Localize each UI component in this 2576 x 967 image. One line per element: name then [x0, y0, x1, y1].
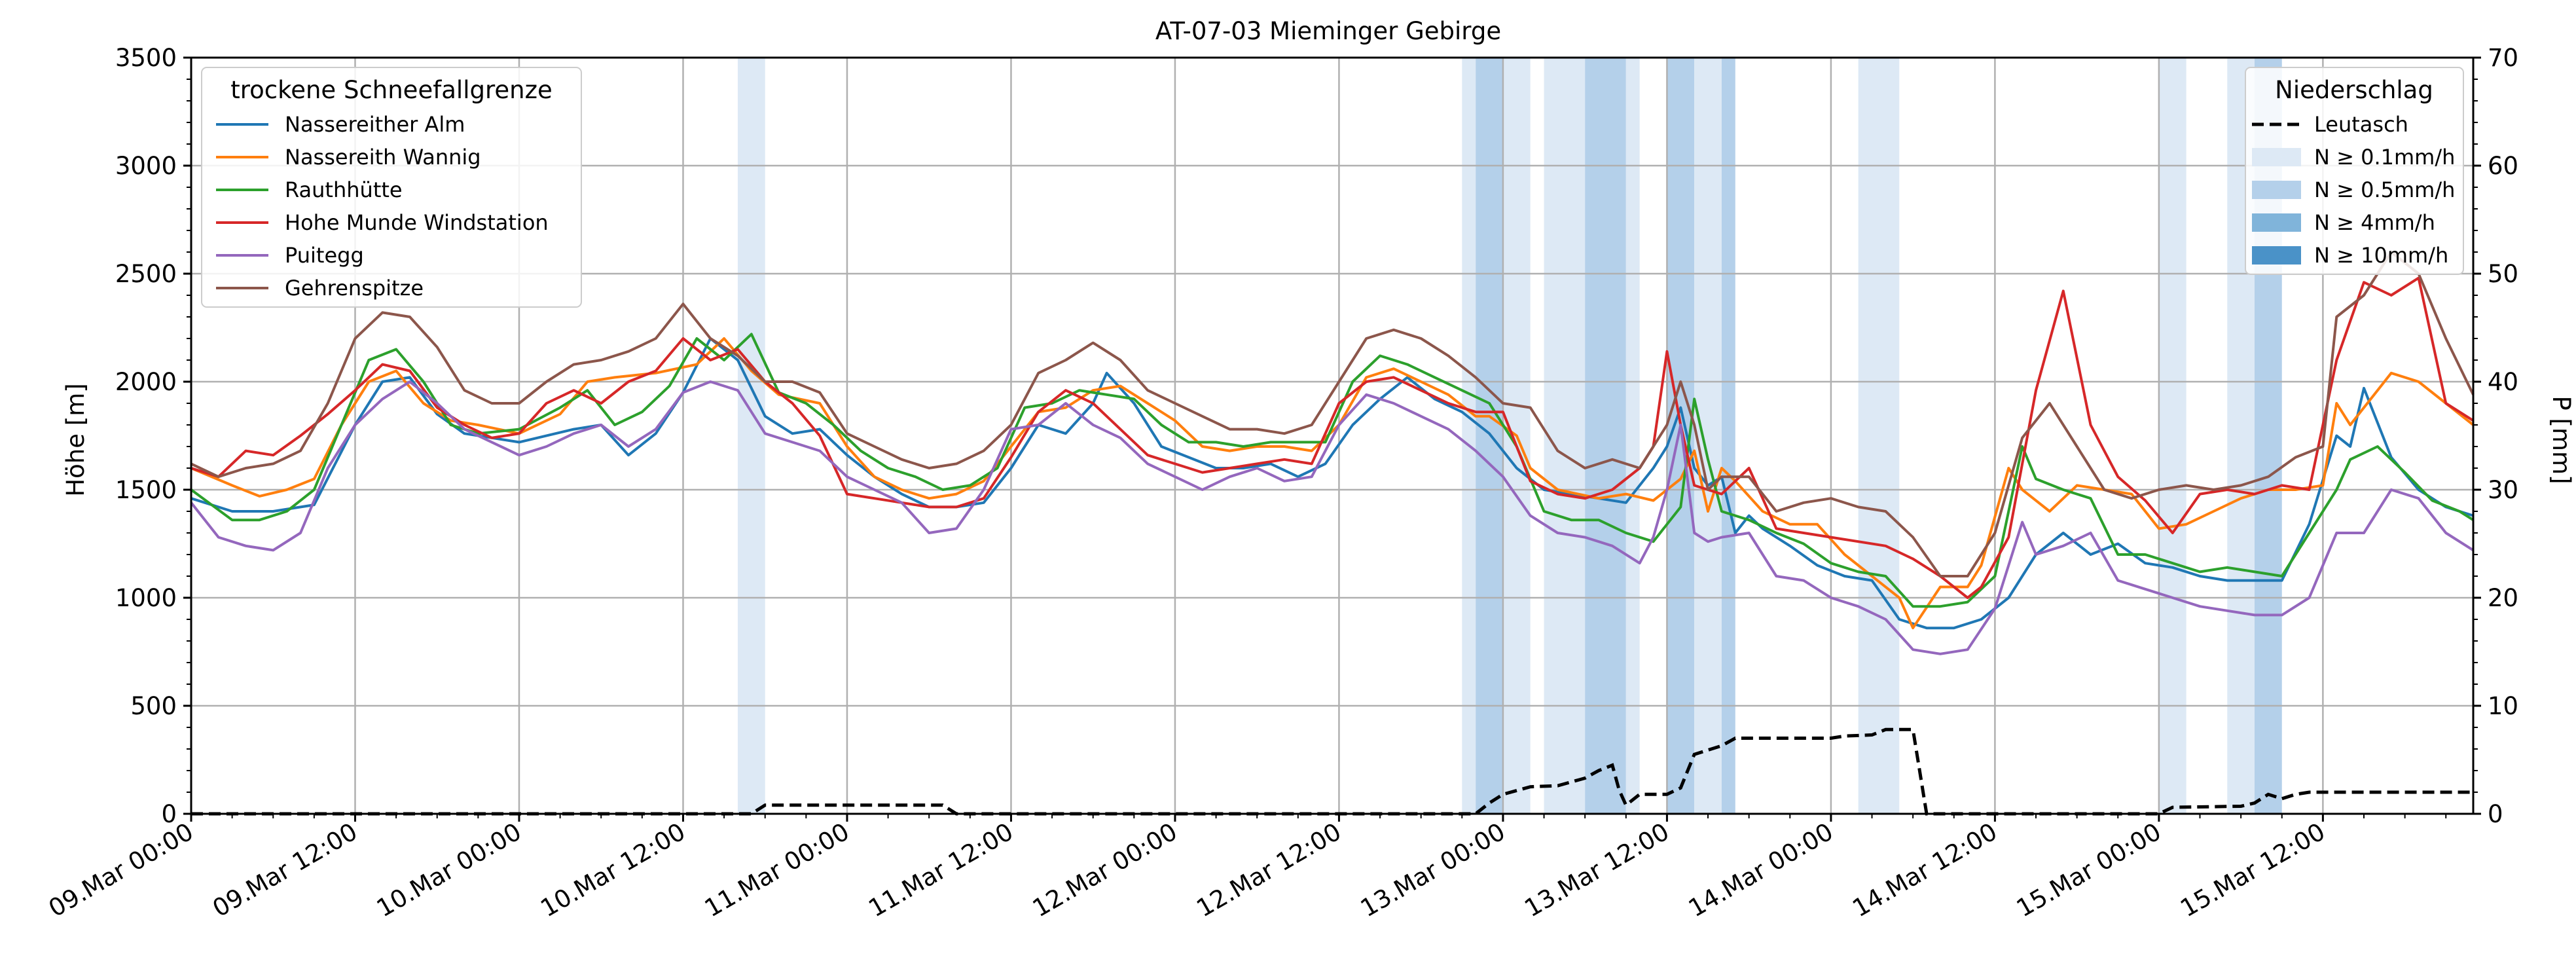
- precip-band: [1721, 58, 1735, 814]
- legend-label: N ≥ 0.5mm/h: [2314, 177, 2455, 202]
- y2-tick-label: 70: [2488, 44, 2518, 72]
- plot-frame: [190, 56, 2475, 815]
- series-line-2: [190, 333, 2475, 608]
- y2-tick-label: 30: [2488, 476, 2518, 504]
- x-tick-label: 12.Mar 12:00: [1191, 818, 1345, 923]
- legend-label: N ≥ 10mm/h: [2314, 243, 2448, 268]
- y-tick-label: 1500: [115, 476, 177, 504]
- precip-band: [2158, 58, 2186, 814]
- x-tick-label: 09.Mar 00:00: [44, 818, 198, 923]
- y-tick-label: 3000: [115, 152, 177, 180]
- y2-tick-label: 0: [2488, 800, 2503, 828]
- y2-tick-label: 20: [2488, 584, 2518, 612]
- precip-band: [1476, 58, 1503, 814]
- legend-swatch-level-0: [2252, 148, 2301, 166]
- precipitation-legend: Niederschlag Leutasch N ≥ 0.1mm/h N ≥ 0.5mm…: [2245, 67, 2464, 275]
- legend-title: trockene Schneefallgrenze: [230, 76, 553, 104]
- x-tick-label: 13.Mar 12:00: [1519, 818, 1673, 923]
- legend-label: Nassereith Wannig: [285, 145, 481, 170]
- legend-label: Puitegg: [285, 243, 364, 268]
- series-lines: [190, 251, 2475, 655]
- y-tick-label: 3500: [115, 44, 177, 72]
- series-line-3: [190, 276, 2475, 599]
- precip-band: [1585, 58, 1626, 814]
- station-legend: trockene Schneefallgrenze Nassereither Al…: [201, 67, 582, 308]
- y2-tick-label: 50: [2488, 260, 2518, 288]
- x-tick-label: 14.Mar 12:00: [1847, 818, 2001, 923]
- precip-line-leutasch: [191, 727, 2473, 816]
- legend-label: Nassereither Alm: [285, 112, 465, 137]
- y-tick-label: 0: [161, 800, 177, 828]
- legend-label: Gehrenspitze: [285, 276, 424, 301]
- precip-band: [1462, 58, 1476, 814]
- y-tick-label: 1000: [115, 584, 177, 612]
- precip-band: [1625, 58, 1640, 814]
- series-line-5: [190, 251, 2475, 577]
- y-axis-label: Höhe [m]: [62, 383, 90, 496]
- x-tick-label: 15.Mar 00:00: [2012, 818, 2166, 923]
- y-tick-label: 2500: [115, 260, 177, 288]
- legend-swatch-level-2: [2252, 213, 2301, 232]
- y2-axis-label: P [mm]: [2547, 395, 2575, 484]
- legend-swatch-level-1: [2252, 181, 2301, 199]
- legend-label: Hohe Munde Windstation: [285, 210, 549, 235]
- x-tick-label: 10.Mar 00:00: [372, 818, 526, 923]
- y2-tick-label: 40: [2488, 368, 2518, 396]
- legend-title: Niederschlag: [2275, 76, 2433, 104]
- x-tick-label: 12.Mar 00:00: [1028, 818, 1182, 923]
- series-line-1: [190, 337, 2475, 630]
- precipitation-line: [191, 727, 2473, 816]
- legend-label: N ≥ 0.1mm/h: [2314, 145, 2455, 170]
- legend-box: [201, 67, 582, 308]
- x-tick-label: 13.Mar 00:00: [1356, 818, 1510, 923]
- y-tick-label: 2000: [115, 368, 177, 396]
- precip-band: [1544, 58, 1586, 814]
- series-line-4: [190, 380, 2475, 655]
- precip-band: [1694, 58, 1722, 814]
- x-tick-label: 11.Mar 00:00: [700, 818, 854, 923]
- chart-title: AT-07-03 Mieminger Gebirge: [1155, 17, 1501, 45]
- legend-label: Leutasch: [2314, 112, 2408, 137]
- y-tick-label: 500: [130, 692, 177, 720]
- legend-swatch-level-3: [2252, 246, 2301, 265]
- x-tick-label: 14.Mar 00:00: [1684, 818, 1838, 923]
- legend-label: Rauthhütte: [285, 177, 403, 202]
- x-tick-label: 15.Mar 12:00: [2175, 818, 2329, 923]
- y2-tick-label: 10: [2488, 692, 2518, 720]
- precipitation-bands: [737, 58, 2282, 814]
- legend-label: N ≥ 4mm/h: [2314, 210, 2435, 235]
- precip-band: [737, 58, 765, 814]
- precip-band: [1858, 58, 1900, 814]
- x-tick-label: 09.Mar 12:00: [208, 818, 362, 923]
- y2-tick-label: 60: [2488, 152, 2518, 180]
- x-tick-label: 11.Mar 12:00: [864, 818, 1018, 923]
- x-tick-label: 10.Mar 12:00: [536, 818, 690, 923]
